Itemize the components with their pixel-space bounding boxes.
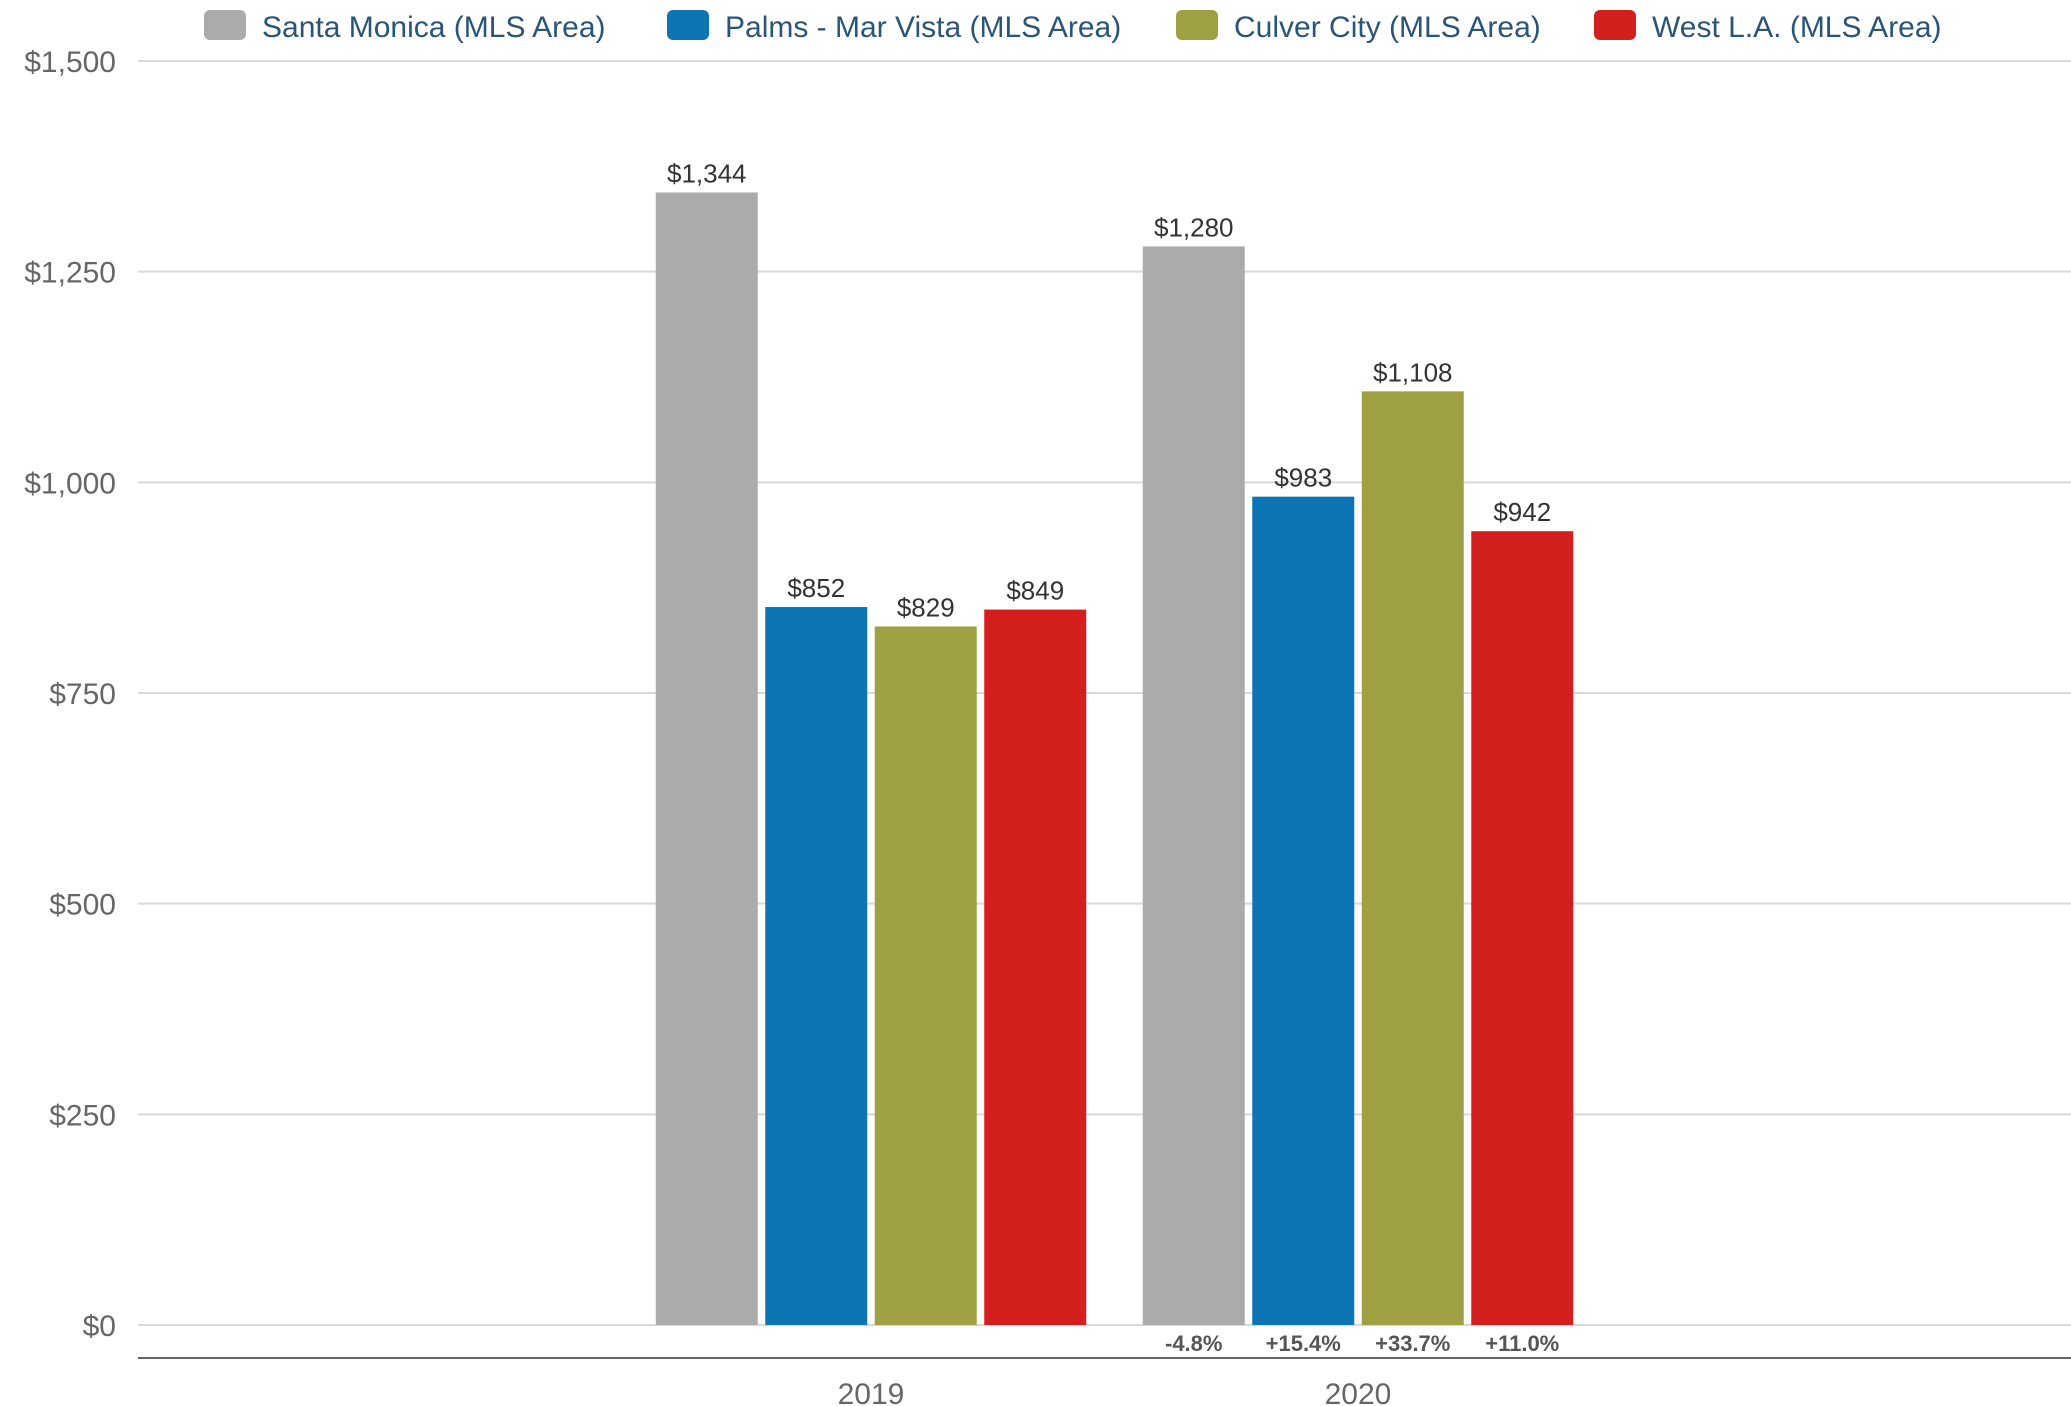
data-label: $852 xyxy=(787,573,845,603)
data-label: $829 xyxy=(897,592,955,622)
bar xyxy=(984,609,1087,1325)
data-label: $942 xyxy=(1493,497,1551,527)
data-label: $849 xyxy=(1006,576,1064,606)
legend-label: Santa Monica (MLS Area) xyxy=(262,11,606,44)
legend-label: Culver City (MLS Area) xyxy=(1234,11,1541,44)
y-tick-label: $750 xyxy=(49,678,116,711)
y-tick-label: $250 xyxy=(49,1099,116,1132)
y-tick-label: $500 xyxy=(49,889,116,922)
bar xyxy=(765,607,868,1325)
legend-swatch xyxy=(204,10,246,40)
legend-swatch xyxy=(667,10,709,40)
legend-swatch xyxy=(1176,10,1218,40)
data-label: $1,108 xyxy=(1373,357,1453,387)
data-label: $983 xyxy=(1274,463,1332,493)
bar xyxy=(1471,531,1574,1325)
change-label: +33.7% xyxy=(1375,1331,1450,1356)
legend-label: Palms - Mar Vista (MLS Area) xyxy=(725,11,1121,44)
change-label: -4.8% xyxy=(1165,1331,1222,1356)
bar xyxy=(655,192,758,1325)
change-label: +11.0% xyxy=(1485,1331,1559,1356)
bar xyxy=(1252,496,1355,1325)
y-tick-label: $0 xyxy=(83,1310,116,1343)
legend-label: West L.A. (MLS Area) xyxy=(1652,11,1942,44)
y-axis: $0 $250 $500 $750 $1,000 $1,250 $1,500 xyxy=(24,46,116,1343)
x-tick-label: 2020 xyxy=(1325,1378,1392,1406)
y-tick-label: $1,500 xyxy=(24,46,116,79)
legend-swatch xyxy=(1594,10,1636,40)
change-label: +15.4% xyxy=(1266,1331,1341,1356)
data-label: $1,344 xyxy=(667,158,747,188)
gridlines xyxy=(138,60,2071,1326)
bar xyxy=(1142,246,1245,1325)
bar xyxy=(1361,391,1464,1326)
y-tick-label: $1,000 xyxy=(24,467,116,500)
y-tick-label: $1,250 xyxy=(24,257,116,290)
legend: Santa Monica (MLS Area) Palms - Mar Vista… xyxy=(204,10,1942,44)
x-tick-label: 2019 xyxy=(838,1378,905,1406)
bar xyxy=(874,626,977,1325)
x-axis: 2019 2020 xyxy=(838,1378,1392,1406)
data-label: $1,280 xyxy=(1154,212,1234,242)
bars: $1,344 $852 $829 $849 $1,280 -4.8% $983 +15.4% $… xyxy=(655,158,1574,1356)
